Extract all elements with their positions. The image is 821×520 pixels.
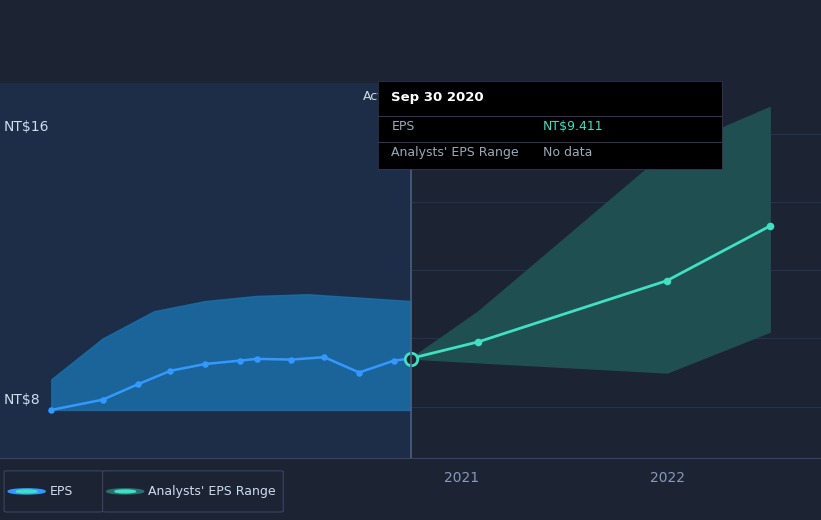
Text: Analysts Forecasts: Analysts Forecasts <box>427 90 544 103</box>
Point <box>44 406 57 414</box>
Point <box>388 356 401 365</box>
Point <box>163 367 177 375</box>
Point <box>404 354 417 362</box>
Text: NT$8: NT$8 <box>4 393 41 407</box>
Text: NT$9.411: NT$9.411 <box>544 121 603 134</box>
Circle shape <box>115 490 135 493</box>
Text: No data: No data <box>544 146 593 159</box>
FancyBboxPatch shape <box>103 471 283 512</box>
FancyBboxPatch shape <box>4 471 103 512</box>
Point <box>285 355 298 363</box>
Text: EPS: EPS <box>392 121 415 134</box>
Text: Analysts' EPS Range: Analysts' EPS Range <box>148 485 275 498</box>
Text: Actual: Actual <box>363 90 402 103</box>
Point <box>250 355 263 363</box>
Point <box>660 277 673 285</box>
Point <box>234 356 247 365</box>
Text: Analysts' EPS Range: Analysts' EPS Range <box>392 146 519 159</box>
Text: EPS: EPS <box>49 485 72 498</box>
Point <box>199 360 212 368</box>
Point <box>764 222 777 230</box>
Point <box>471 337 484 346</box>
Text: NT$16: NT$16 <box>4 120 49 134</box>
Bar <box>0 83 410 458</box>
Circle shape <box>8 489 45 494</box>
Point <box>96 396 109 404</box>
Point <box>353 368 366 376</box>
Circle shape <box>107 489 144 494</box>
Point <box>404 354 417 362</box>
Circle shape <box>16 490 37 493</box>
Point <box>318 353 331 361</box>
Point <box>131 380 144 388</box>
Text: Sep 30 2020: Sep 30 2020 <box>392 91 484 104</box>
